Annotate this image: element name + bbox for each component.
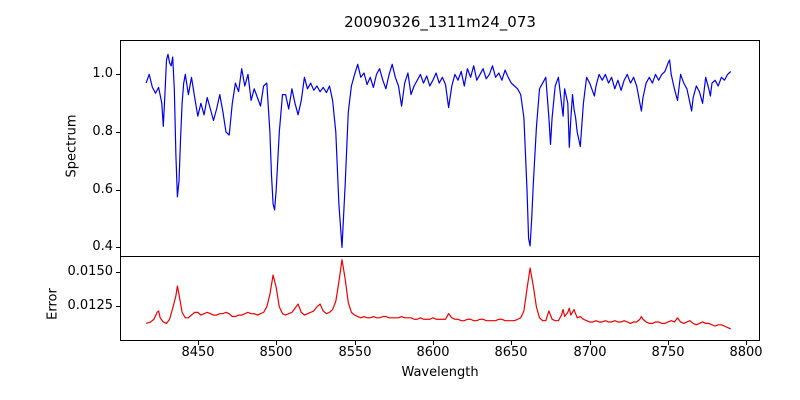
spectrum-panel <box>120 40 760 257</box>
y-tick-mark <box>116 272 120 273</box>
x-tick-mark <box>590 341 591 345</box>
spectrum-flux-line <box>146 54 731 247</box>
y-tick-mark <box>116 190 120 191</box>
x-tick-label: 8600 <box>416 345 450 360</box>
y-tick-mark <box>116 247 120 248</box>
x-tick-mark <box>668 341 669 345</box>
error-panel <box>120 257 760 341</box>
error-line-svg <box>121 257 759 340</box>
spectrum-line-svg <box>121 41 759 256</box>
chart-title: 20090326_1311m24_073 <box>344 13 536 31</box>
y-tick-label: 1.0 <box>92 66 113 81</box>
x-tick-label: 8750 <box>651 345 685 360</box>
y-tick-label: 0.6 <box>92 182 113 197</box>
x-tick-mark <box>433 341 434 345</box>
x-tick-label: 8800 <box>729 345 763 360</box>
x-tick-label: 8550 <box>338 345 372 360</box>
x-tick-label: 8500 <box>259 345 293 360</box>
y-tick-mark <box>116 74 120 75</box>
y-tick-mark <box>116 306 120 307</box>
y-tick-label: 0.8 <box>92 124 113 139</box>
x-tick-label: 8700 <box>573 345 607 360</box>
x-tick-mark <box>198 341 199 345</box>
y-tick-label: 0.4 <box>92 239 113 254</box>
x-tick-mark <box>355 341 356 345</box>
y-tick-mark <box>116 132 120 133</box>
x-tick-mark <box>276 341 277 345</box>
error-flux-line <box>146 260 731 329</box>
x-tick-label: 8650 <box>494 345 528 360</box>
y-tick-label: 0.0150 <box>67 264 114 279</box>
x-tick-mark <box>746 341 747 345</box>
x-tick-label: 8450 <box>181 345 215 360</box>
y-tick-label: 0.0125 <box>67 298 114 313</box>
x-axis-label: Wavelength <box>401 365 479 380</box>
x-tick-mark <box>511 341 512 345</box>
